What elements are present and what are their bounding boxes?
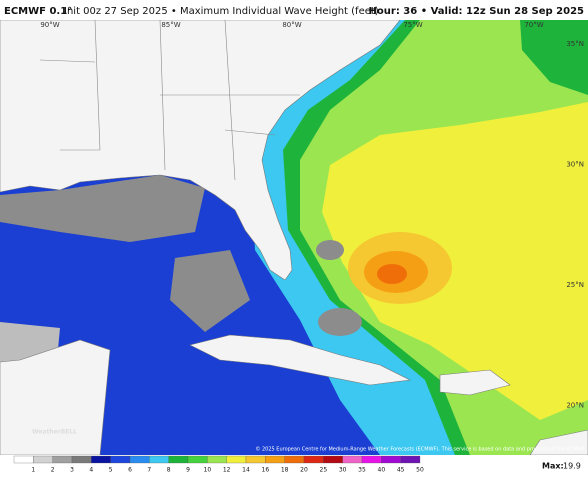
colorbar-segment — [33, 455, 53, 464]
colorbar-segment — [381, 455, 401, 464]
lat-label: 25°N — [566, 281, 584, 289]
colorbar-segment — [226, 455, 247, 464]
colorbar-segment — [110, 455, 131, 464]
colorbar-segment — [342, 455, 363, 464]
colorbar-label: 6 — [128, 467, 132, 474]
colorbar-label: 45 — [397, 467, 405, 474]
colorbar-label: 20 — [300, 467, 308, 474]
colorbar-label: 12 — [223, 467, 231, 474]
max-value: 19.9 — [563, 462, 581, 471]
credit: © 2025 European Centre for Medium-Range … — [255, 446, 586, 453]
lat-label: 30°N — [566, 161, 584, 169]
description: Init 00z 27 Sep 2025 • Maximum Individua… — [64, 6, 379, 17]
map — [0, 20, 588, 455]
lat-label: 35°N — [566, 40, 584, 48]
colorbar-label: 16 — [262, 467, 270, 474]
colorbar-label: 35 — [358, 467, 366, 474]
model: ECMWF 0.1° — [4, 6, 72, 17]
header: ECMWF 0.1° Init 00z 27 Sep 2025 • Maximu… — [4, 6, 584, 17]
lon-label: 70°W — [524, 21, 543, 29]
colorbar-segment — [323, 455, 343, 464]
colorbar-label: 4 — [89, 467, 93, 474]
colorbar-label: 25 — [320, 467, 328, 474]
colorbar-segment — [361, 455, 382, 464]
colorbar-segment — [303, 455, 324, 464]
colorbar-segment — [13, 455, 34, 464]
valid-time: Hour: 36 • Valid: 12z Sun 28 Sep 2025 — [369, 6, 585, 17]
colorbar-segment — [284, 455, 305, 464]
colorbar-segment — [187, 455, 208, 464]
colorbar-segment — [52, 455, 73, 464]
latitude-labels: 35°N 30°N 25°N 20°N — [566, 40, 584, 410]
lon-label: 80°W — [282, 21, 301, 29]
colorbar-segment — [71, 455, 92, 464]
lon-label: 90°W — [40, 21, 59, 29]
colorbar-label: 14 — [242, 467, 250, 474]
colorbar-segment — [91, 455, 111, 464]
colorbar-label: 30 — [339, 467, 347, 474]
colorbar-label: 9 — [186, 467, 190, 474]
colorbar-label: 1 — [31, 467, 35, 474]
colorbar-segment — [168, 455, 189, 464]
colorbar-segment — [265, 455, 285, 464]
colorbar-label: 40 — [378, 467, 386, 474]
max-label: Max: — [542, 462, 564, 471]
colorbar-segment — [207, 455, 227, 464]
logo: WeatherBELL — [32, 429, 77, 436]
colorbar-label: 50 — [416, 467, 424, 474]
colorbar: 1 2 3 4 5 6 7 8 9 10 12 14 16 18 20 25 30 35 40 45 50 — [13, 455, 424, 474]
colorbar-label: 2 — [51, 467, 55, 474]
longitude-labels: 90°W 85°W 80°W 75°W 70°W — [40, 21, 543, 29]
colorbar-segment — [400, 455, 421, 464]
colorbar-label: 3 — [70, 467, 74, 474]
colorbar-label: 7 — [147, 467, 151, 474]
colorbar-label: 5 — [109, 467, 113, 474]
lon-label: 85°W — [161, 21, 180, 29]
colorbar-label: 10 — [204, 467, 212, 474]
colorbar-segment — [149, 455, 169, 464]
colorbar-label: 18 — [281, 467, 289, 474]
lon-label: 75°W — [403, 21, 422, 29]
colorbar-segment — [129, 455, 150, 464]
lat-label: 20°N — [566, 402, 584, 410]
colorbar-segment — [245, 455, 266, 464]
colorbar-label: 8 — [167, 467, 171, 474]
